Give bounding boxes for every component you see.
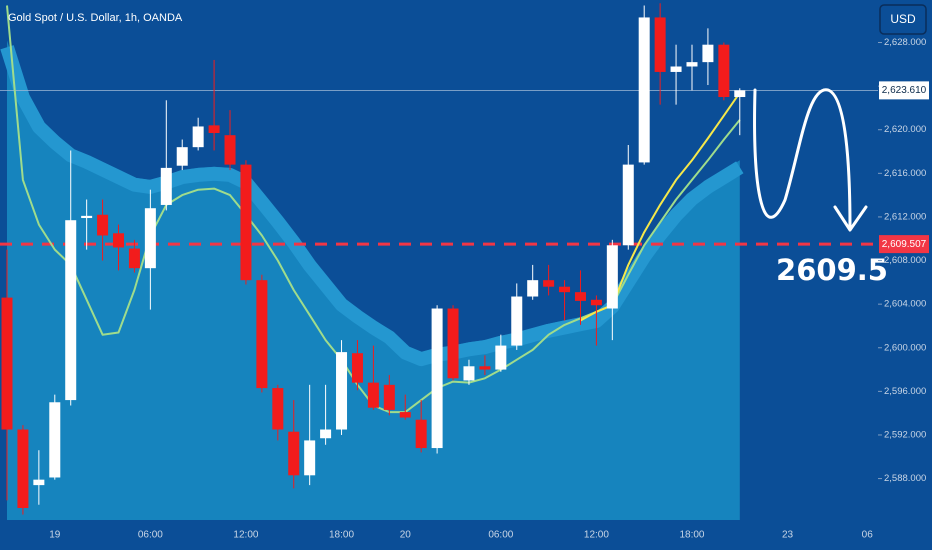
- candle-body: [383, 384, 395, 410]
- candle-body: [431, 308, 443, 449]
- level-box: [879, 235, 929, 254]
- x-tick-label: 23: [782, 530, 794, 541]
- candle-body: [33, 479, 45, 486]
- plot-area: [0, 3, 878, 520]
- candle-body: [176, 147, 188, 166]
- band-area: [7, 40, 740, 520]
- arrow-head: [833, 205, 868, 232]
- x-tick-label: 18:00: [679, 530, 704, 541]
- y-tick-label: 2,616.000: [884, 168, 926, 179]
- candle-body: [65, 220, 77, 401]
- axis: 2,588.000 2,592.000 2,596.000 2,600.000 2,60…: [49, 37, 929, 541]
- x-tick-label: 12:00: [233, 530, 258, 541]
- y-tick-label: 2,588.000: [884, 473, 926, 484]
- candle-body: [606, 245, 618, 309]
- candle-body: [288, 431, 300, 476]
- candle-body: [654, 17, 666, 72]
- last-price-box: [879, 81, 929, 100]
- last-price-label: 2,623.610: [882, 85, 927, 96]
- overlay: 2609.5 Gold Spot / U.S. Dollar, 1h, OAND…: [8, 4, 927, 287]
- candle-body: [622, 164, 634, 246]
- forecast-arrow: [753, 88, 852, 230]
- y-tick-label: 2,596.000: [884, 386, 926, 397]
- candle-body: [224, 135, 236, 165]
- candle-body: [272, 388, 284, 430]
- candle-body: [367, 382, 379, 408]
- candle-body: [97, 214, 109, 236]
- chart-title: Gold Spot / U.S. Dollar, 1h, OANDA: [8, 12, 183, 24]
- candle-body: [113, 233, 125, 248]
- x-tick-label: 12:00: [584, 530, 609, 541]
- candle-body: [543, 280, 555, 287]
- x-tick-label: 06: [862, 530, 874, 541]
- y-tick-label: 2,592.000: [884, 429, 926, 440]
- candle-body: [144, 208, 156, 269]
- candle-body: [702, 44, 714, 63]
- y-tick-label: 2,608.000: [884, 255, 926, 266]
- y-tick-label: 2,604.000: [884, 299, 926, 310]
- x-tick-label: 06:00: [488, 530, 513, 541]
- candle-body: [304, 440, 316, 476]
- candle-body: [463, 366, 475, 381]
- candle-body: [479, 366, 491, 370]
- y-tick-label: 2,620.000: [884, 124, 926, 135]
- candle-body: [17, 429, 29, 509]
- x-tick-label: 20: [400, 530, 412, 541]
- candle-body: [527, 280, 539, 297]
- candle-body: [511, 296, 523, 346]
- candle-body: [320, 429, 332, 439]
- candle-body: [495, 345, 507, 370]
- candle-body: [351, 353, 363, 383]
- candle-body: [160, 167, 172, 205]
- candle-body: [574, 292, 586, 301]
- candle-body: [1, 297, 13, 430]
- y-tick-label: 2,600.000: [884, 342, 926, 353]
- x-tick-label: 19: [49, 530, 61, 541]
- candle-body: [192, 126, 204, 148]
- candle-body: [399, 412, 411, 418]
- candle-body: [590, 299, 602, 306]
- candle-body: [447, 308, 459, 379]
- y-tick-label: 2,628.000: [884, 37, 926, 48]
- candle-body: [686, 62, 698, 67]
- candle-body: [49, 402, 61, 478]
- x-tick-label: 06:00: [138, 530, 163, 541]
- currency-label[interactable]: USD: [890, 12, 916, 26]
- annotation: 2609.5: [776, 253, 888, 287]
- candle-body: [81, 215, 93, 219]
- candle-body: [718, 44, 730, 98]
- candle-body: [240, 164, 252, 281]
- candle-body: [415, 419, 427, 449]
- candle-body: [670, 66, 682, 72]
- candle-body: [336, 352, 348, 430]
- candle-body: [638, 17, 650, 163]
- level-label: 2,609.507: [882, 239, 927, 250]
- currency-button[interactable]: [879, 4, 927, 35]
- candle-body: [208, 125, 220, 133]
- candle-body: [734, 90, 746, 98]
- candle-body: [128, 248, 140, 269]
- x-tick-label: 18:00: [329, 530, 354, 541]
- candle-body: [256, 280, 268, 389]
- y-tick-label: 2,612.000: [884, 211, 926, 222]
- candle-body: [559, 286, 571, 293]
